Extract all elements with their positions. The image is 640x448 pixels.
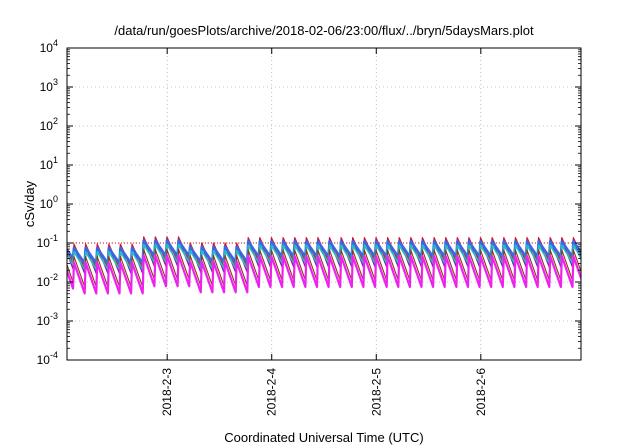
y-tick-exponent: -4 [50,350,58,360]
y-tick-base: 10 [40,80,54,94]
y-tick-exponent: 1 [53,155,58,165]
y-tick-base: 10 [37,314,51,328]
chart-title: /data/run/goesPlots/archive/2018-02-06/2… [114,23,534,38]
grid-lines [67,48,581,360]
y-tick-label: 10-4 [37,350,58,367]
y-tick-base: 10 [40,197,54,211]
y-tick-label: 101 [40,155,58,172]
y-tick-label: 104 [40,38,58,55]
y-tick-exponent: -2 [50,272,58,282]
y-tick-exponent: 2 [53,116,58,126]
y-tick-exponent: 4 [53,38,58,48]
y-tick-label: 10-2 [37,272,58,289]
y-tick-label: 102 [40,116,58,133]
y-tick-base: 10 [37,275,51,289]
y-tick-exponent: -3 [50,311,58,321]
y-tick-exponent: 3 [53,77,58,87]
y-tick-exponent: 0 [53,194,58,204]
y-tick-base: 10 [37,236,51,250]
y-tick-label: 10-1 [37,233,58,250]
y-tick-base: 10 [40,158,54,172]
y-tick-base: 10 [40,119,54,133]
y-tick-label: 103 [40,77,58,94]
series-group [67,236,581,295]
x-tick-label: 2018-2-5 [369,368,383,416]
y-tick-base: 10 [40,41,54,55]
y-tick-base: 10 [37,353,51,367]
x-axis-ticks: 2018-2-3 2018-2-4 2018-2-5 2018-2-6 [160,48,488,416]
y-tick-exponent: -1 [50,233,58,243]
x-tick-label: 2018-2-6 [474,368,488,416]
series-line-6 [67,254,581,295]
y-tick-label: 100 [40,194,58,211]
x-axis-label: Coordinated Universal Time (UTC) [224,430,423,445]
x-tick-label: 2018-2-4 [265,368,279,416]
x-tick-label: 2018-2-3 [160,368,174,416]
y-axis-label: cSv/day [22,180,37,227]
y-tick-label: 10-3 [37,311,58,328]
